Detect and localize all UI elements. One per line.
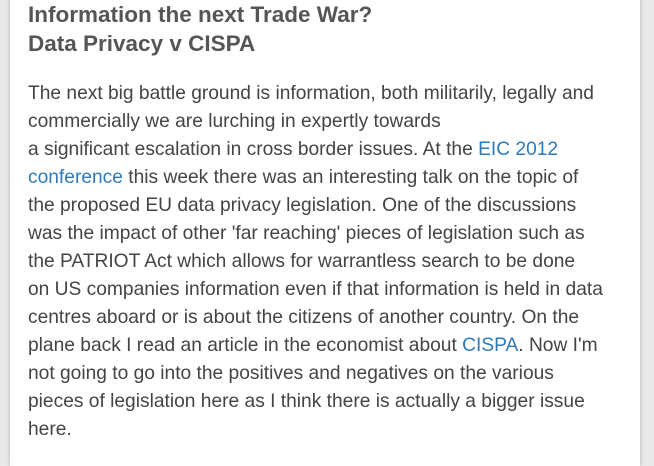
body-text: a significant escalation in cross border… — [28, 139, 479, 160]
body-line: on US companies information even if that… — [28, 279, 603, 300]
body-line: The next big battle ground is informatio… — [28, 83, 594, 104]
body-line: centres aboard or is about the citizens … — [28, 307, 580, 328]
eic-2012-conference-link-continued[interactable]: conference — [28, 167, 123, 188]
post-title-line-1: Information the next Trade War? — [28, 2, 373, 27]
body-line: the proposed EU data privacy legislation… — [28, 195, 577, 216]
body-text: . Now I'm — [518, 335, 598, 356]
post-title-line-2: Data Privacy v CISPA — [28, 31, 256, 56]
post-title: Information the next Trade War? Data Pri… — [28, 0, 372, 58]
eic-2012-conference-link[interactable]: EIC 2012 — [478, 139, 559, 160]
post-body: The next big battle ground is informatio… — [28, 80, 628, 444]
body-line: commercially we are lurching in expertly… — [28, 111, 441, 132]
body-line: the PATRIOT Act which allows for warrant… — [28, 251, 576, 272]
body-text: plane back I read an article in the econ… — [28, 335, 463, 356]
post-card: Information the next Trade War? Data Pri… — [10, 0, 640, 466]
body-line: plane back I read an article in the econ… — [28, 332, 628, 360]
body-line: a significant escalation in cross border… — [28, 136, 628, 164]
body-line: conference this week there was an intere… — [28, 164, 628, 192]
body-text: this week there was an interesting talk … — [122, 167, 579, 188]
body-line: here. — [28, 419, 72, 440]
body-line: pieces of legislation here as I think th… — [28, 391, 585, 412]
body-line: not going to go into the positives and n… — [28, 363, 554, 384]
cispa-link[interactable]: CISPA — [462, 335, 519, 356]
body-line: was the impact of other 'far reaching' p… — [28, 223, 585, 244]
